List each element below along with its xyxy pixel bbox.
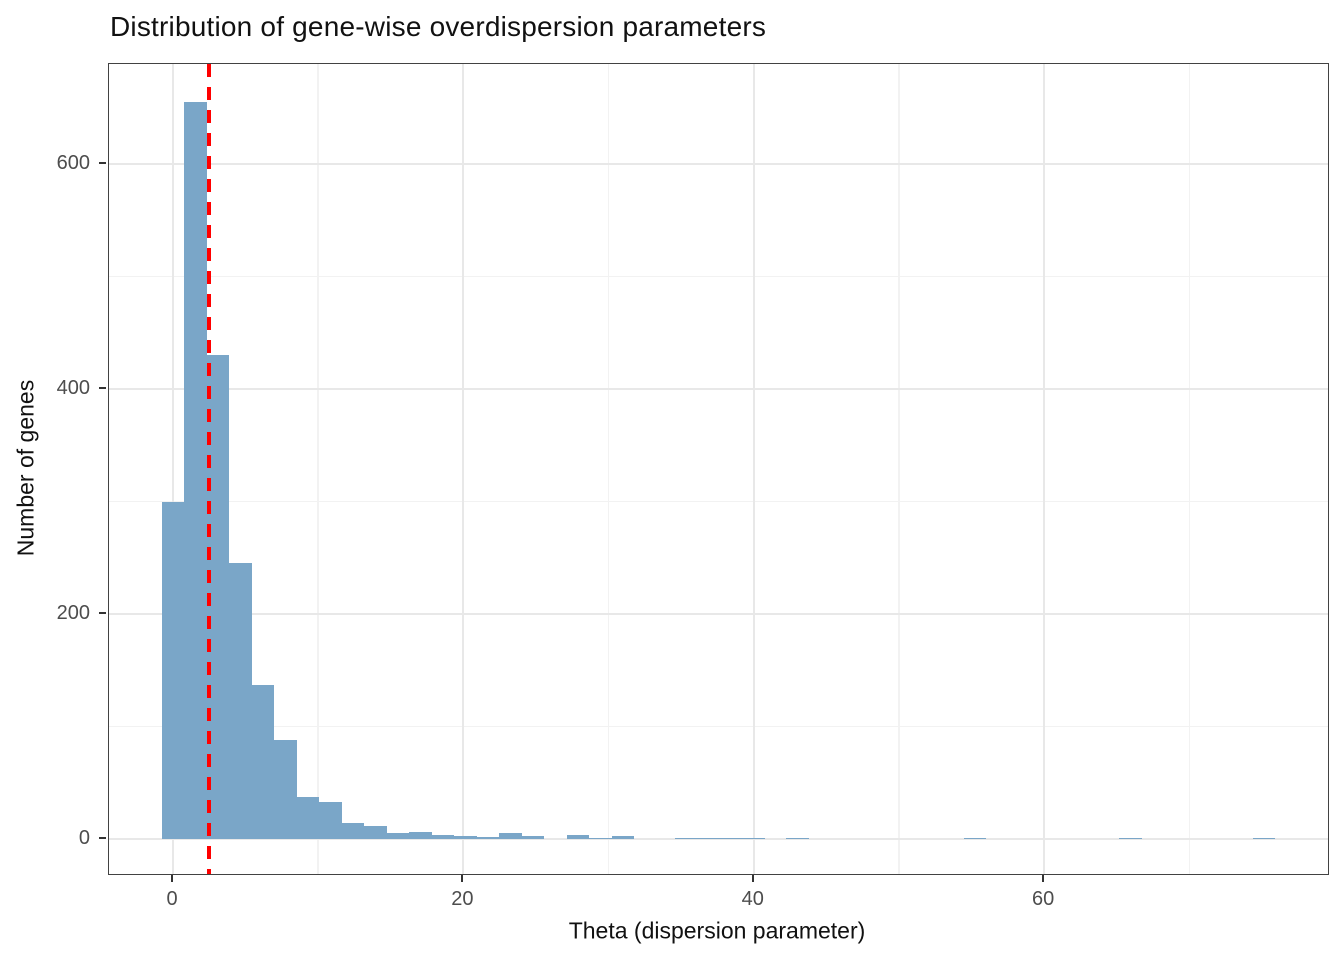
- x-axis-tick: [171, 875, 174, 882]
- histogram-bar: [409, 832, 432, 839]
- histogram-bar: [251, 684, 275, 839]
- x-tick-label: 0: [166, 888, 178, 910]
- histogram-bar: [963, 837, 987, 839]
- histogram-bar: [274, 740, 297, 839]
- histogram-bar: [229, 563, 252, 839]
- reference-vline: [207, 64, 212, 874]
- x-tick-label: 40: [741, 888, 764, 910]
- histogram-bar: [161, 501, 185, 839]
- gridline-major-vertical: [172, 64, 175, 874]
- y-axis-tick: [99, 837, 106, 839]
- histogram-bar: [1119, 837, 1142, 839]
- y-axis-tick: [99, 612, 106, 614]
- y-tick-label: 400: [56, 377, 90, 399]
- gridline-major-horizontal: [109, 838, 1328, 840]
- gridline-minor-vertical: [317, 64, 319, 874]
- gridline-major-horizontal: [109, 613, 1328, 615]
- histogram-bar: [476, 836, 500, 839]
- histogram-bar: [364, 825, 387, 839]
- gridline-minor-horizontal: [109, 725, 1328, 728]
- gridline-minor-horizontal: [109, 500, 1328, 503]
- histogram-bar: [454, 835, 477, 839]
- histogram-bar: [431, 834, 455, 839]
- histogram-bar: [566, 834, 590, 839]
- histogram-bar: [319, 801, 342, 839]
- gridline-major-horizontal: [109, 163, 1328, 165]
- histogram-bar: [206, 355, 230, 839]
- histogram-bar: [521, 835, 545, 839]
- x-axis-title: Theta (dispersion parameter): [568, 917, 866, 944]
- histogram-bar: [675, 837, 698, 839]
- y-tick-label: 600: [56, 152, 90, 174]
- histogram-bar: [341, 823, 365, 839]
- gridline-major-vertical: [462, 64, 465, 874]
- gridline-major-vertical: [1043, 64, 1046, 874]
- x-axis-tick: [461, 875, 464, 882]
- chart-title: Distribution of gene-wise overdispersion…: [110, 11, 767, 42]
- gridline-major-vertical: [752, 64, 755, 874]
- y-tick-label: 200: [56, 602, 90, 624]
- histogram-bar: [499, 833, 522, 839]
- gridline-minor-horizontal: [109, 275, 1328, 278]
- histogram-bar: [184, 102, 207, 839]
- histogram-bar: [1252, 837, 1276, 839]
- histogram-bar: [296, 797, 320, 839]
- plot-panel: [108, 63, 1329, 875]
- histogram-bar: [742, 837, 766, 839]
- histogram-bar: [611, 835, 635, 839]
- gridline-minor-vertical: [898, 64, 900, 874]
- x-tick-label: 20: [451, 888, 474, 910]
- gridline-minor-vertical: [1188, 64, 1191, 874]
- y-axis-tick: [99, 162, 106, 164]
- histogram-bar: [786, 837, 809, 839]
- y-axis-tick: [99, 387, 106, 389]
- gridline-major-horizontal: [109, 388, 1328, 390]
- x-axis-tick: [1042, 875, 1045, 882]
- x-axis-tick: [751, 875, 754, 882]
- gridline-minor-vertical: [607, 64, 610, 874]
- y-axis-title: Number of genes: [12, 379, 39, 557]
- histogram-bar: [386, 833, 410, 839]
- histogram-bar: [697, 837, 721, 839]
- histogram-bar: [720, 837, 743, 839]
- histogram-bar: [589, 837, 612, 839]
- x-tick-label: 60: [1032, 888, 1055, 910]
- y-tick-label: 0: [78, 827, 90, 849]
